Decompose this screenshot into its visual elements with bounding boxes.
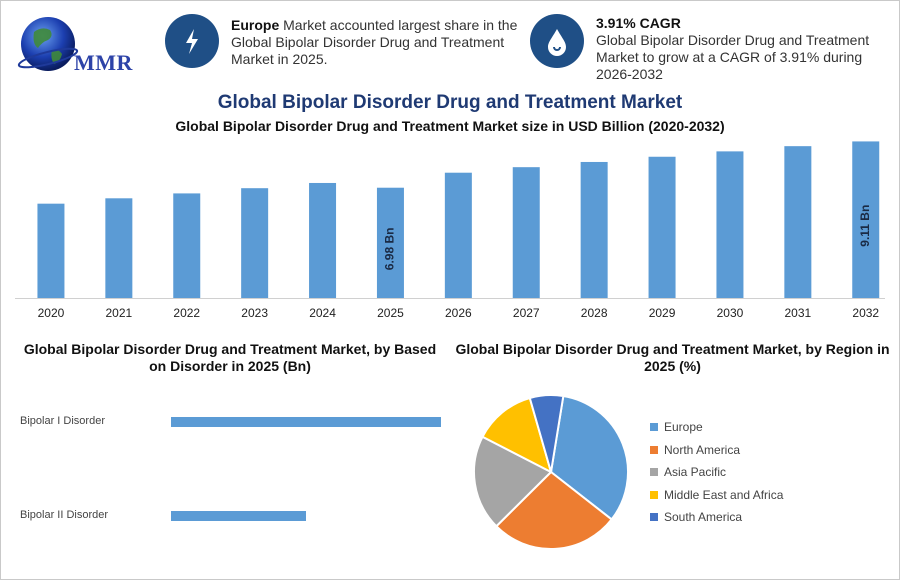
x-tick-label: 2020 — [38, 306, 65, 320]
globe-icon — [17, 17, 79, 71]
legend-label: North America — [664, 442, 741, 457]
bar-2024 — [309, 182, 337, 298]
hbar-label: Bipolar I Disorder — [20, 415, 105, 427]
x-tick-label: 2032 — [852, 306, 879, 320]
bar-2031 — [784, 146, 812, 298]
legend-item: Asia Pacific — [650, 465, 726, 479]
bar-2030 — [716, 151, 744, 298]
x-tick-label: 2022 — [173, 306, 200, 320]
pie-slice-north-america — [494, 470, 614, 550]
mmr-logo: MMR — [14, 14, 139, 78]
hbar-bipolar-ii — [171, 511, 306, 521]
hbar-bipolar-i — [171, 417, 441, 427]
x-tick-label: 2026 — [445, 306, 472, 320]
cagr-info-bold: 3.91% CAGR — [596, 15, 681, 31]
pie-slice-europe — [549, 394, 629, 521]
region-pie-chart — [473, 394, 629, 550]
legend-label: South America — [664, 510, 743, 524]
x-tick-label: 2030 — [717, 306, 744, 320]
europe-info-text: Market accounted largest share in the Gl… — [231, 17, 518, 67]
bar-data-label: 6.98 Bn — [383, 228, 397, 271]
bar-2021 — [105, 198, 133, 298]
hbar-label: Bipolar II Disorder — [20, 509, 109, 521]
legend-swatch — [650, 490, 658, 499]
x-tick-label: 2024 — [309, 306, 336, 320]
legend-item: South America — [650, 510, 742, 524]
x-tick-label: 2023 — [241, 306, 268, 320]
growth-drop-icon — [530, 14, 584, 68]
bar-2026 — [444, 172, 472, 298]
x-tick-label: 2031 — [784, 306, 811, 320]
market-size-bar-chart: 2020 2021 2022 2023 2024 2025 2026 2027 2028 2029… — [15, 141, 885, 320]
legend-label: Asia Pacific — [664, 465, 727, 479]
bar-2028 — [580, 161, 608, 298]
pie-slice-south-america — [528, 394, 565, 473]
bar-2029 — [648, 156, 676, 298]
legend-item: Europe — [650, 420, 703, 434]
europe-info: Europe Market accounted largest share in… — [231, 17, 521, 68]
bar-2022 — [173, 193, 201, 298]
x-tick-label: 2028 — [581, 306, 608, 320]
logo-text: MMR — [74, 50, 133, 75]
legend-label: Europe — [664, 420, 703, 434]
x-tick-label: 2025 — [377, 306, 404, 320]
bar-2027 — [512, 167, 540, 298]
cagr-info: 3.91% CAGR Global Bipolar Disorder Drug … — [596, 15, 886, 83]
pie-slice-asia-pacific — [473, 435, 553, 528]
chart-subtitle: Global Bipolar Disorder Drug and Treatme… — [175, 118, 725, 134]
bar-2025 — [376, 187, 404, 298]
legend-swatch — [650, 468, 658, 476]
legend-swatch — [650, 423, 658, 431]
page-title: Global Bipolar Disorder Drug and Treatme… — [217, 92, 683, 113]
pie-slice-middle-east-and-africa — [481, 396, 553, 474]
legend-swatch — [650, 513, 658, 521]
bar-2020 — [37, 203, 65, 298]
lightning-bolt-icon — [165, 14, 219, 68]
legend-label: Middle East and Africa — [664, 487, 784, 502]
region-chart-title: Global Bipolar Disorder Drug and Treatme… — [455, 341, 890, 374]
bar-2032 — [852, 141, 880, 298]
x-tick-label: 2021 — [105, 306, 132, 320]
x-tick-label: 2029 — [649, 306, 676, 320]
cagr-info-text: Global Bipolar Disorder Drug and Treatme… — [596, 32, 870, 82]
legend-item: North America — [650, 443, 740, 457]
legend-item: Middle East and Africa — [650, 488, 783, 502]
legend-swatch — [650, 445, 658, 454]
x-tick-label: 2027 — [513, 306, 540, 320]
disorder-chart-title: Global Bipolar Disorder Drug and Treatme… — [23, 341, 437, 374]
bar-2023 — [241, 188, 269, 298]
europe-info-bold: Europe — [231, 17, 280, 33]
bar-data-label: 9.11 Bn — [858, 205, 872, 247]
